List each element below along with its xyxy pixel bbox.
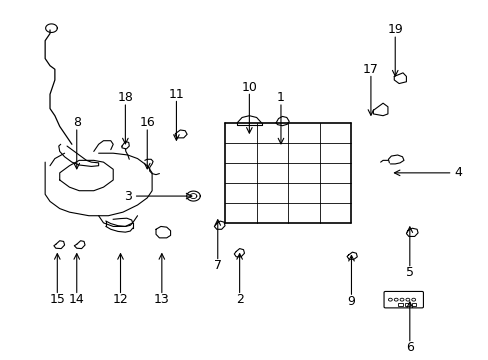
- FancyBboxPatch shape: [383, 292, 423, 308]
- Text: 16: 16: [139, 116, 155, 129]
- Text: 4: 4: [453, 166, 462, 179]
- Text: 13: 13: [154, 293, 169, 306]
- Text: 1: 1: [277, 91, 285, 104]
- Text: 19: 19: [386, 23, 402, 36]
- Text: 12: 12: [112, 293, 128, 306]
- Text: 3: 3: [123, 190, 131, 203]
- Text: 7: 7: [213, 259, 221, 272]
- Text: 2: 2: [235, 293, 243, 306]
- Text: 6: 6: [405, 341, 413, 354]
- Text: 5: 5: [405, 266, 413, 279]
- Text: 8: 8: [73, 116, 81, 129]
- Text: 11: 11: [168, 88, 184, 101]
- Text: 10: 10: [241, 81, 257, 94]
- Text: 18: 18: [117, 91, 133, 104]
- Text: 9: 9: [347, 295, 355, 308]
- Text: 15: 15: [49, 293, 65, 306]
- Text: 17: 17: [362, 63, 378, 76]
- Text: 14: 14: [69, 293, 84, 306]
